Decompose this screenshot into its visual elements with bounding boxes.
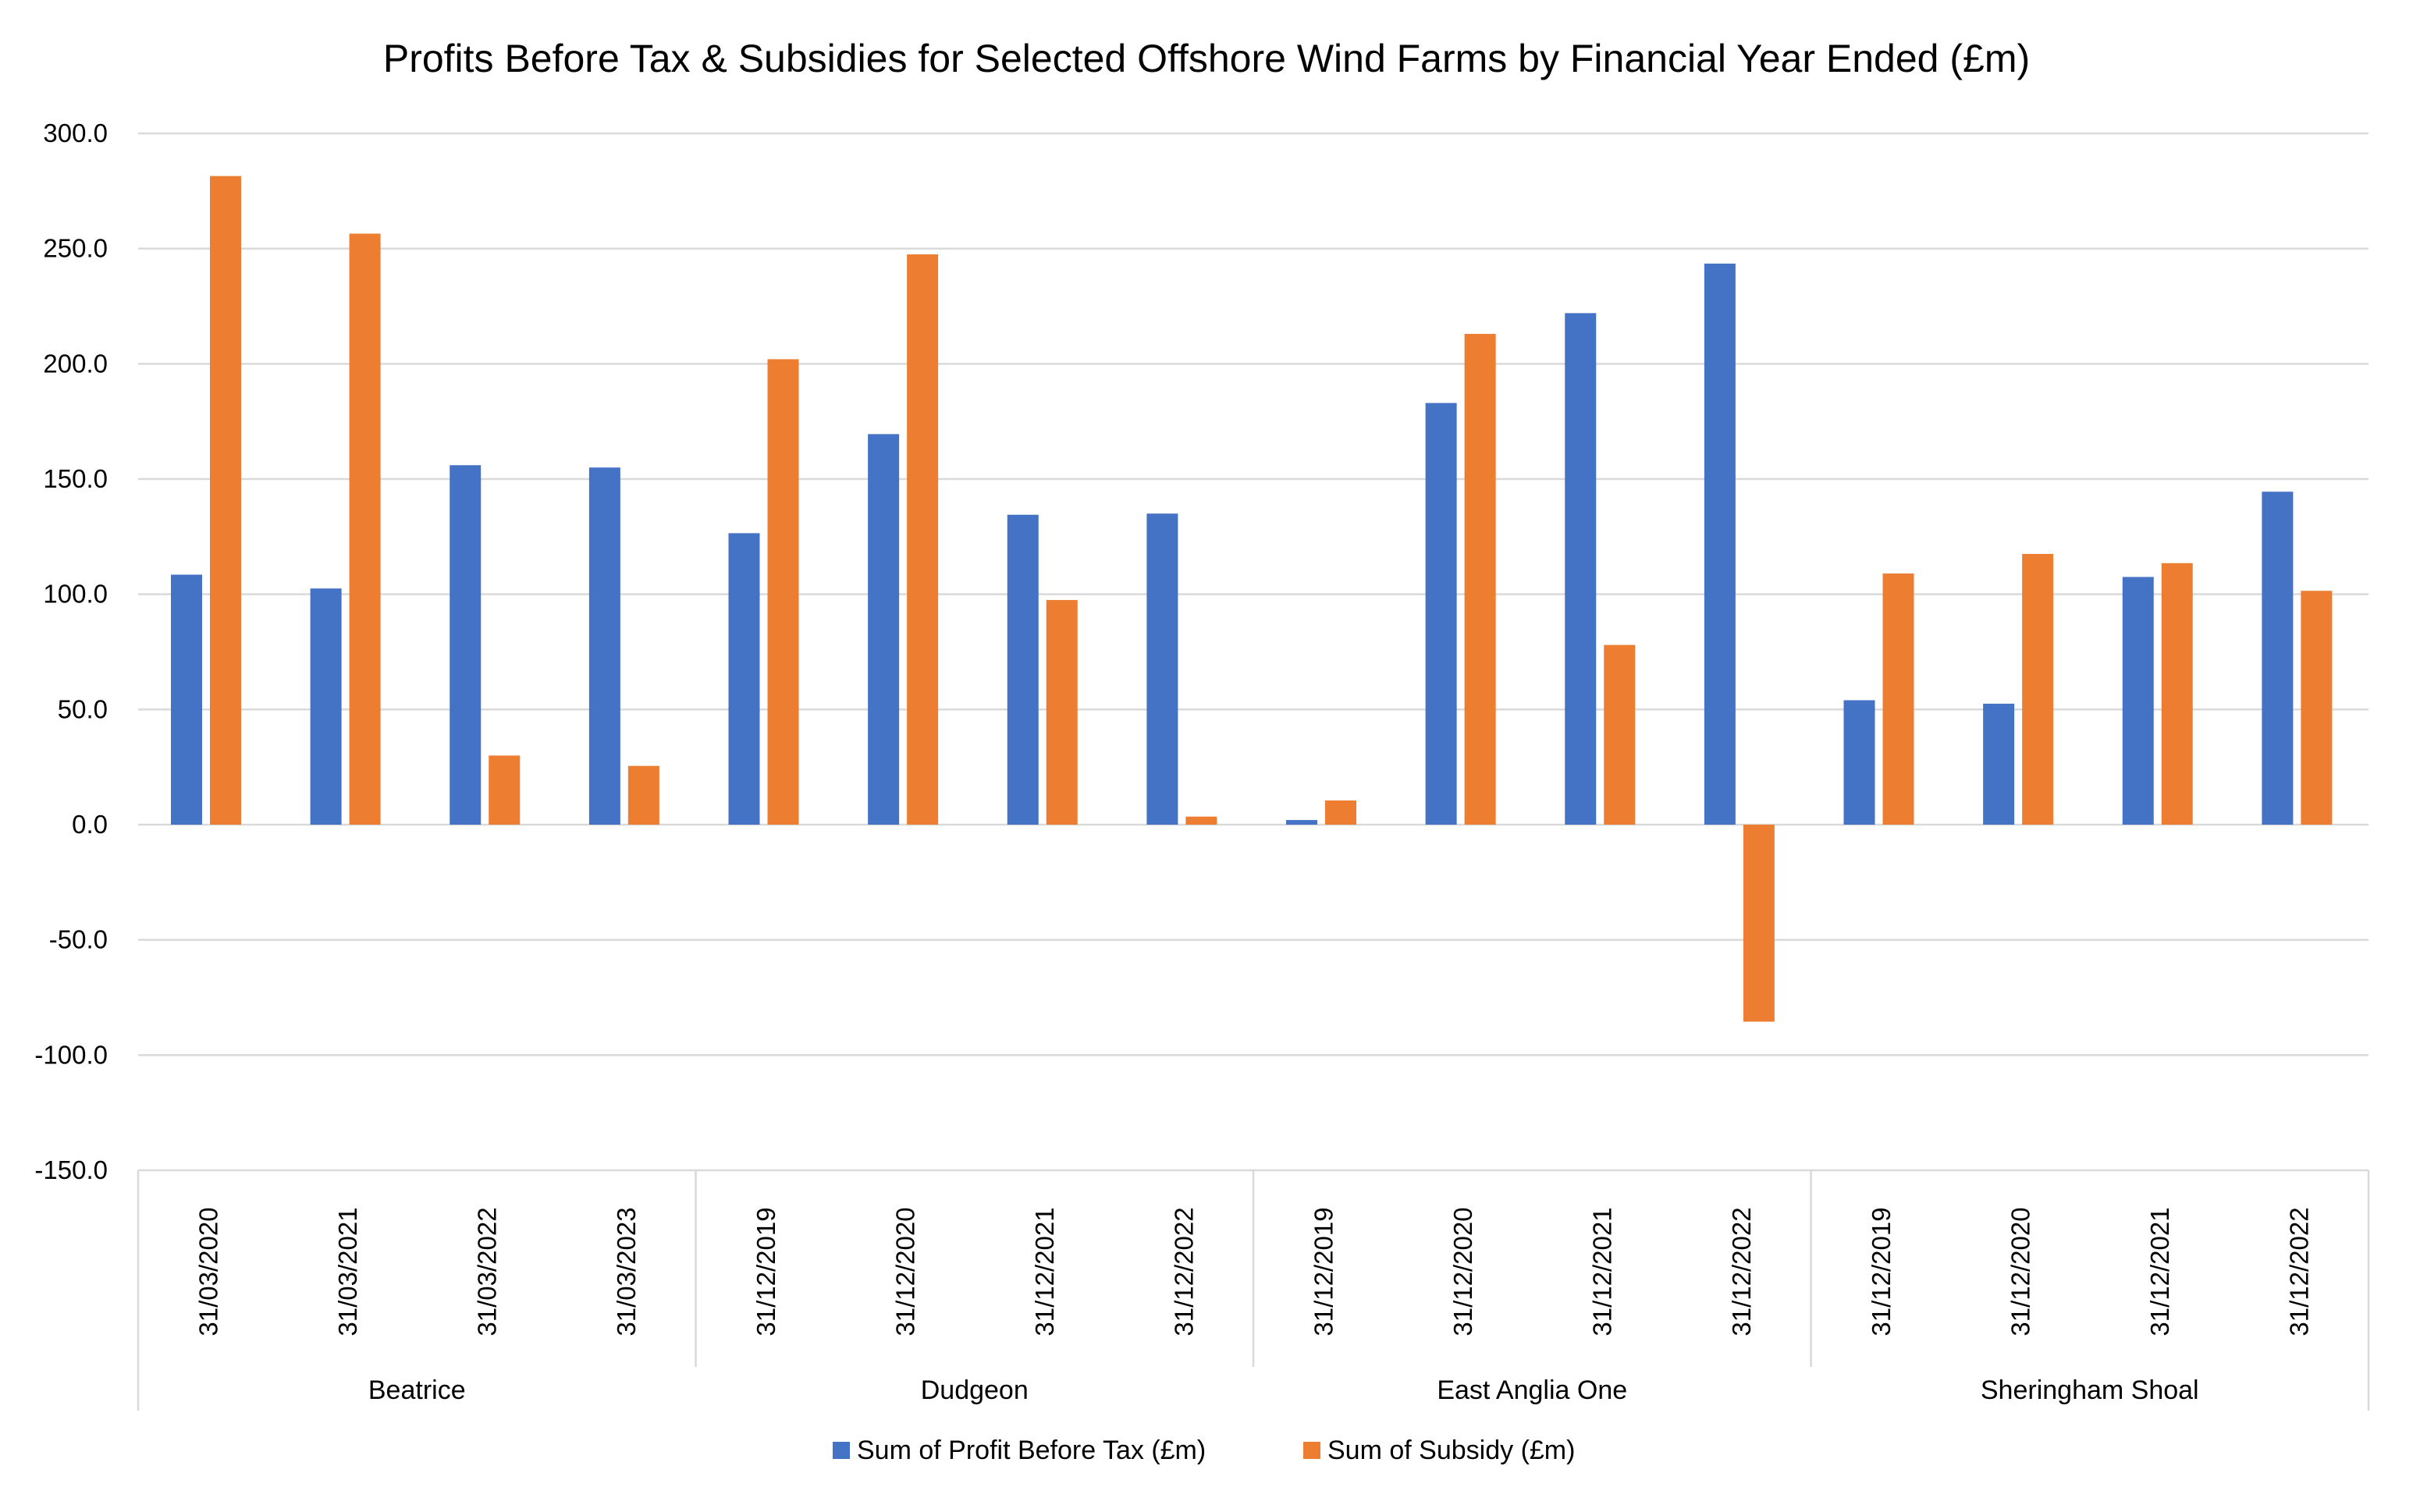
bar-profit bbox=[310, 588, 342, 825]
x-axis: 31/03/2020 31/03/2021 31/03/2022 31/03/2023… bbox=[137, 1170, 2370, 1411]
bar-subsidy bbox=[2301, 591, 2333, 825]
bar-subsidy bbox=[1464, 333, 1496, 825]
group-label: Sheringham Shoal bbox=[1981, 1375, 2199, 1405]
chart-title: Profits Before Tax & Subsidies for Selec… bbox=[383, 37, 2030, 80]
bar-subsidy bbox=[767, 359, 799, 825]
x-tick-label: 31/12/2020 bbox=[890, 1207, 919, 1336]
bar-profit bbox=[868, 434, 900, 825]
x-tick-label: 31/03/2021 bbox=[333, 1207, 362, 1336]
y-tick-label: -150.0 bbox=[34, 1155, 108, 1184]
x-tick-label: 31/12/2020 bbox=[2006, 1207, 2035, 1336]
bar-profit bbox=[728, 533, 760, 825]
y-tick-label: 0.0 bbox=[72, 810, 108, 839]
legend-swatch bbox=[833, 1442, 850, 1459]
bars bbox=[171, 176, 2333, 1022]
bar-profit bbox=[2122, 577, 2154, 825]
x-tick-label: 31/12/2021 bbox=[1588, 1207, 1617, 1336]
x-tick-label: 31/12/2019 bbox=[1867, 1207, 1896, 1336]
bar-profit bbox=[588, 467, 620, 825]
x-tick-label: 31/12/2022 bbox=[1170, 1207, 1199, 1336]
bar-profit bbox=[1704, 263, 1736, 825]
x-tick-label: 31/12/2019 bbox=[752, 1207, 780, 1336]
legend-label: Sum of Subsidy (£m) bbox=[1327, 1436, 1575, 1465]
group-label: Beatrice bbox=[368, 1375, 466, 1405]
y-tick-label: -100.0 bbox=[34, 1040, 108, 1069]
y-tick-label: 200.0 bbox=[43, 349, 108, 378]
y-tick-label: 150.0 bbox=[43, 464, 108, 493]
bar-subsidy bbox=[489, 755, 521, 825]
bar-profit bbox=[1146, 513, 1178, 825]
bar-subsidy bbox=[1046, 600, 1078, 825]
bar-subsidy bbox=[210, 176, 241, 825]
legend: Sum of Profit Before Tax (£m) Sum of Subs… bbox=[833, 1436, 1575, 1465]
y-tick-label: -50.0 bbox=[49, 925, 108, 954]
bar-subsidy bbox=[627, 765, 659, 825]
group-label: Dudgeon bbox=[921, 1375, 1029, 1405]
bar-subsidy bbox=[1743, 825, 1775, 1022]
bar-profit bbox=[171, 574, 202, 825]
y-tick-label: 250.0 bbox=[43, 234, 108, 263]
x-tick-label: 31/12/2020 bbox=[1448, 1207, 1477, 1336]
bar-subsidy bbox=[2161, 563, 2193, 825]
x-tick-label: 31/12/2019 bbox=[1309, 1207, 1338, 1336]
y-tick-label: 300.0 bbox=[43, 119, 108, 147]
legend-swatch bbox=[1303, 1442, 1320, 1459]
bar-profit bbox=[1286, 820, 1317, 825]
bar-profit bbox=[450, 465, 482, 825]
x-tick-label: 31/12/2021 bbox=[1030, 1207, 1059, 1336]
bar-subsidy bbox=[1325, 800, 1356, 825]
bar-profit bbox=[1425, 403, 1457, 825]
bar-profit bbox=[1007, 514, 1039, 825]
bar-subsidy bbox=[1185, 816, 1217, 825]
bar-subsidy bbox=[1882, 573, 1914, 825]
x-tick-label: 31/12/2022 bbox=[1727, 1207, 1756, 1336]
bar-subsidy bbox=[1604, 644, 1636, 825]
x-tick-label: 31/12/2022 bbox=[2285, 1207, 2314, 1336]
y-tick-label: 100.0 bbox=[43, 580, 108, 609]
x-tick-label: 31/03/2023 bbox=[612, 1207, 641, 1336]
y-tick-label: 50.0 bbox=[58, 694, 108, 723]
group-label: East Anglia One bbox=[1437, 1375, 1627, 1405]
x-tick-label: 31/03/2020 bbox=[194, 1207, 222, 1336]
x-tick-label: 31/03/2022 bbox=[473, 1207, 502, 1336]
legend-label: Sum of Profit Before Tax (£m) bbox=[857, 1436, 1206, 1465]
bar-profit bbox=[1843, 700, 1875, 825]
bar-profit bbox=[2262, 492, 2294, 825]
bar-subsidy bbox=[2022, 553, 2054, 825]
bar-subsidy bbox=[907, 254, 939, 825]
bar-profit bbox=[1565, 313, 1597, 825]
bar-subsidy bbox=[349, 233, 381, 825]
x-tick-label: 31/12/2021 bbox=[2145, 1207, 2174, 1336]
bar-profit bbox=[1983, 703, 2015, 825]
y-axis: 300.0 250.0 200.0 150.0 100.0 50.0 0.0 -50.0 -10… bbox=[34, 119, 108, 1184]
